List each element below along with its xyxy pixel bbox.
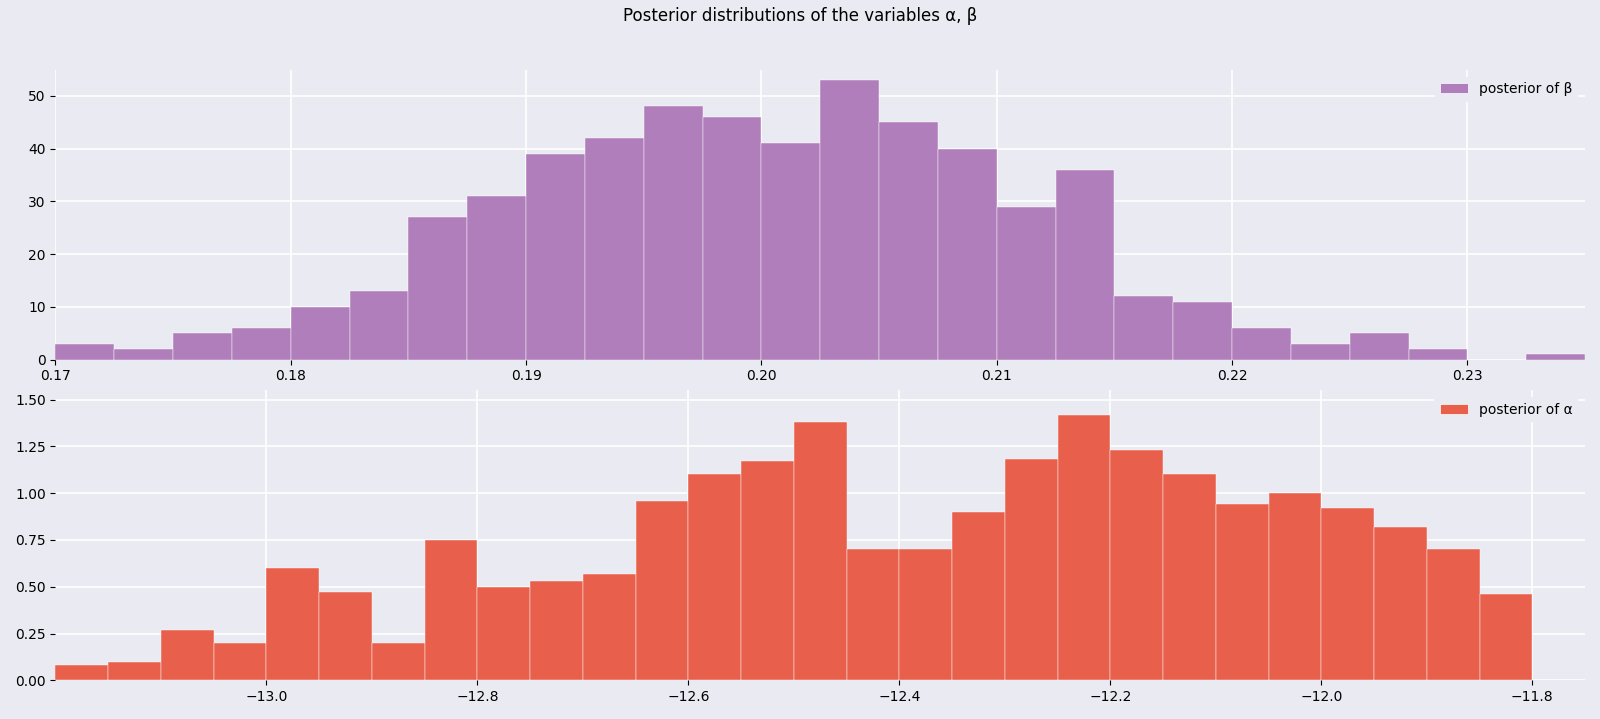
Bar xyxy=(1005,459,1058,680)
Bar xyxy=(878,122,938,360)
Bar xyxy=(762,143,821,360)
Bar xyxy=(526,154,586,360)
Bar xyxy=(114,349,173,360)
Bar xyxy=(1322,508,1374,680)
Bar xyxy=(643,106,702,360)
Bar xyxy=(1110,450,1163,680)
Bar xyxy=(635,500,688,680)
Bar xyxy=(350,291,408,360)
Bar xyxy=(467,196,526,360)
Bar xyxy=(821,80,878,360)
Bar xyxy=(1408,349,1467,360)
Bar xyxy=(109,661,162,680)
Bar xyxy=(688,475,741,680)
Bar xyxy=(1374,527,1427,680)
Bar xyxy=(318,592,371,680)
Text: Posterior distributions of the variables α, β: Posterior distributions of the variables… xyxy=(622,7,978,25)
Bar xyxy=(530,581,582,680)
Bar xyxy=(1114,296,1173,360)
Bar xyxy=(938,149,997,360)
Bar xyxy=(173,333,232,360)
Bar xyxy=(1056,170,1114,360)
Bar xyxy=(1173,301,1232,360)
Bar xyxy=(899,549,952,680)
Bar xyxy=(1269,493,1322,680)
Bar xyxy=(1163,475,1216,680)
Bar xyxy=(408,217,467,360)
Bar xyxy=(846,549,899,680)
Bar xyxy=(56,665,109,680)
Legend: posterior of α: posterior of α xyxy=(1434,397,1578,422)
Bar xyxy=(1526,354,1586,360)
Bar xyxy=(741,462,794,680)
Bar xyxy=(371,643,424,680)
Bar xyxy=(56,344,114,360)
Bar xyxy=(586,138,643,360)
Bar xyxy=(1058,415,1110,680)
Bar xyxy=(232,328,291,360)
Bar xyxy=(162,630,214,680)
Bar xyxy=(1350,333,1408,360)
Bar xyxy=(1232,328,1291,360)
Bar xyxy=(477,587,530,680)
Bar xyxy=(997,206,1056,360)
Bar xyxy=(794,422,846,680)
Bar xyxy=(291,307,350,360)
Bar xyxy=(582,574,635,680)
Bar xyxy=(1480,594,1533,680)
Bar xyxy=(214,643,267,680)
Bar xyxy=(267,568,318,680)
Bar xyxy=(952,512,1005,680)
Bar xyxy=(702,117,762,360)
Legend: posterior of β: posterior of β xyxy=(1435,76,1578,101)
Bar xyxy=(424,540,477,680)
Bar xyxy=(1216,505,1269,680)
Bar xyxy=(1291,344,1350,360)
Bar xyxy=(1427,549,1480,680)
